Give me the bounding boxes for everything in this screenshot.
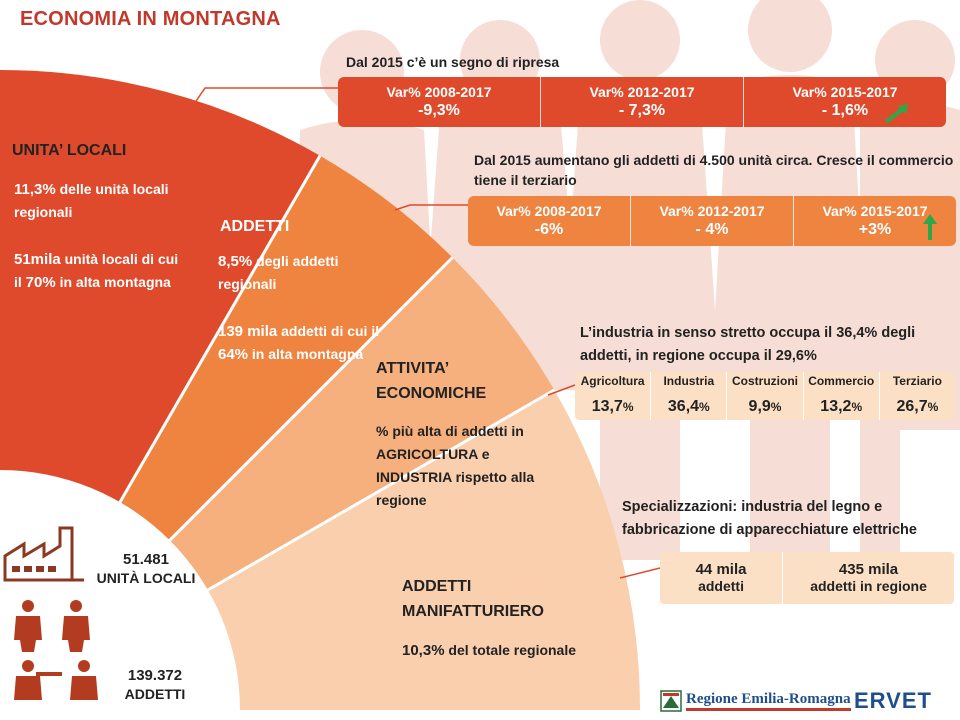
sector-costruzioni-unit: %: [770, 400, 782, 414]
spec-regione-value: 435 mila: [838, 560, 899, 578]
spec-regione-label: addetti in regione: [810, 577, 927, 594]
sector-breakdown: Agricoltura 13,7% Industria 36,4% Costruzi…: [575, 372, 955, 420]
stat-unita-label: UNITÀ LOCALI: [96, 570, 196, 586]
trend-up-arrow-icon: [884, 104, 908, 124]
addetti-band-note: Dal 2015 aumentano gli addetti di 4.500 …: [474, 152, 954, 188]
addetti-alta-desc: in alta montagna: [248, 346, 364, 362]
industria-note: L’industria in senso stretto occupa il 3…: [580, 325, 916, 364]
sector-agricoltura-unit: %: [622, 400, 634, 414]
unita-variation-band: Var% 2008-2017 -9,3% Var% 2012-2017 - 7,3%…: [338, 77, 946, 127]
addetti-variation-band: Var% 2008-2017 -6% Var% 2012-2017 - 4% Var…: [468, 196, 956, 246]
unita-locali-heading: UNITA’ LOCALI: [12, 142, 127, 159]
unita-var-2015-value: - 1,6%: [821, 102, 869, 119]
sector-industria-value: 36,4: [667, 398, 700, 415]
unita-locali-text-2: 51mila unità locali di cui il 70% in alt…: [14, 248, 189, 294]
regione-emblem-icon: [660, 690, 682, 712]
addetti-pct-desc: degli addetti regionali: [218, 253, 339, 292]
manifatturiero-text: 10,3% del totale regionale: [402, 642, 576, 659]
sector-terziario-label: Terziario: [892, 374, 942, 388]
sector-costruzioni: Costruzioni 9,9%: [727, 372, 804, 420]
addetti-count-desc: addetti di cui il: [277, 323, 380, 339]
unita-var-2015: Var% 2015-2017 - 1,6%: [744, 77, 946, 127]
unita-locali-count: 51mila: [14, 251, 61, 268]
specializzazioni-box: 44 mila addetti 435 mila addetti in region…: [660, 552, 954, 604]
stat-unita-locali: 51.481 UNITÀ LOCALI: [86, 550, 206, 588]
sector-commercio-unit: %: [851, 400, 863, 414]
up-arrow-icon: [923, 214, 937, 240]
unita-locali-alta-desc: in alta montagna: [55, 274, 171, 290]
spec-local-value: 44 mila: [695, 560, 747, 578]
sector-terziario-value: 26,7: [896, 398, 928, 415]
unita-var-2008-label: Var% 2008-2017: [386, 84, 492, 100]
addetti-count: 139 mila: [218, 323, 278, 340]
regione-logo-text: Regione Emilia-Romagna: [686, 691, 851, 711]
workers-icon: [14, 600, 98, 700]
stat-addetti-value: 139.372: [127, 667, 183, 684]
addetti-var-2012-value: - 4%: [695, 221, 729, 238]
spec-regione: 435 mila addetti in regione: [783, 552, 954, 604]
unita-var-2012-value: - 7,3%: [618, 102, 666, 119]
addetti-text-1: 8,5% degli addetti regionali: [218, 250, 368, 295]
addetti-var-2015-value: +3%: [858, 221, 892, 238]
factory-icon: [3, 526, 84, 582]
unita-var-2008-value: -9,3%: [418, 102, 460, 119]
sector-industria-unit: %: [699, 400, 710, 414]
sector-costruzioni-label: Costruzioni: [732, 374, 798, 388]
unita-locali-pct-desc: delle unità locali regionali: [14, 181, 169, 220]
addetti-var-2012-label: Var% 2012-2017: [659, 203, 765, 219]
stat-addetti-label: ADDETTI: [124, 686, 186, 702]
spec-local-label: addetti: [698, 577, 744, 594]
sector-industria-label: Industria: [663, 374, 715, 388]
addetti-var-2008-label: Var% 2008-2017: [496, 203, 602, 219]
unita-locali-count-desc: unità locali di cui il: [14, 251, 179, 290]
unita-locali-pct: 11,3%: [14, 181, 56, 198]
sector-commercio-value: 13,2: [820, 398, 852, 415]
addetti-var-2012: Var% 2012-2017 - 4%: [631, 196, 794, 246]
page-title: ECONOMIA IN MONTAGNA: [20, 8, 281, 30]
unita-var-2015-label: Var% 2015-2017: [792, 84, 898, 100]
ervet-logo: ERVET: [854, 688, 932, 714]
manifatturiero-desc: del totale regionale: [444, 642, 577, 658]
unita-band-note: Dal 2015 c’è un segno di ripresa: [346, 54, 560, 70]
manifatturiero-heading-1: ADDETTI: [402, 578, 472, 595]
manifatturiero-heading-2: MANIFATTURIERO: [402, 603, 544, 620]
unita-var-2008: Var% 2008-2017 -9,3%: [338, 77, 541, 127]
attivita-heading-2: ECONOMICHE: [376, 385, 487, 402]
sector-agricoltura-label: Agricoltura: [580, 374, 645, 388]
sector-agricoltura: Agricoltura 13,7%: [575, 372, 652, 420]
addetti-var-2015-label: Var% 2015-2017: [822, 203, 928, 219]
regione-logo: Regione Emilia-Romagna: [660, 690, 851, 712]
sector-commercio: Commercio 13,2%: [804, 372, 880, 420]
spec-local: 44 mila addetti: [660, 552, 784, 604]
sector-terziario: Terziario 26,7%: [880, 372, 955, 420]
sector-terziario-unit: %: [927, 400, 939, 414]
specializzazioni-note: Specializzazioni: industria del legno e …: [622, 499, 917, 538]
stat-unita-value: 51.481: [123, 551, 169, 568]
stat-addetti: 139.372 ADDETTI: [100, 666, 210, 704]
addetti-alta-pct: 64%: [218, 346, 249, 363]
unita-locali-text-1: 11,3% delle unità locali regionali: [14, 178, 194, 223]
attivita-heading-1: ATTIVITA’: [376, 360, 450, 377]
addetti-pct: 8,5%: [218, 253, 253, 270]
sector-agricoltura-value: 13,7: [591, 398, 623, 415]
sector-costruzioni-value: 9,9: [748, 398, 771, 415]
addetti-text-2: 139 mila addetti di cui il 64% in alta m…: [218, 320, 383, 366]
addetti-heading: ADDETTI: [220, 218, 290, 235]
manifatturiero-pct: 10,3%: [402, 642, 445, 659]
addetti-var-2015: Var% 2015-2017 +3%: [794, 196, 956, 246]
unita-locali-alta-pct: 70%: [25, 274, 56, 291]
sector-commercio-label: Commercio: [808, 374, 875, 388]
sector-industria: Industria 36,4%: [651, 372, 728, 420]
attivita-body: % più alta di addetti in AGRICOLTURA e I…: [376, 423, 535, 508]
ervet-logo-text: ERVET: [854, 688, 932, 713]
unita-var-2012: Var% 2012-2017 - 7,3%: [541, 77, 744, 127]
addetti-var-2008: Var% 2008-2017 -6%: [468, 196, 631, 246]
addetti-var-2008-value: -6%: [534, 221, 564, 238]
unita-var-2012-label: Var% 2012-2017: [589, 84, 695, 100]
